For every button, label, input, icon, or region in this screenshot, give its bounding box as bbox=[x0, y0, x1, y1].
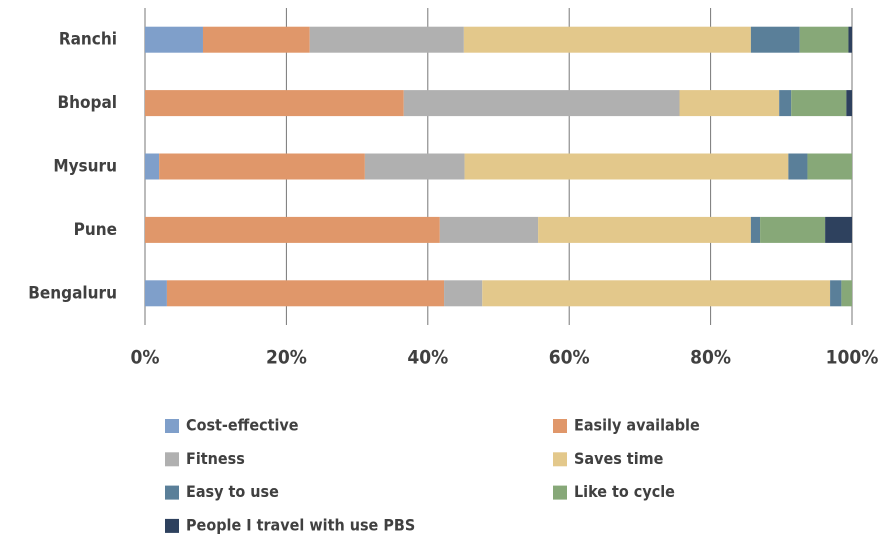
legend-swatch bbox=[165, 452, 179, 467]
legend-swatch bbox=[165, 485, 179, 500]
legend-label: People I travel with use PBS bbox=[186, 515, 415, 534]
y-tick-label: Ranchi bbox=[59, 30, 117, 50]
legend-swatch bbox=[553, 485, 567, 500]
x-tick-label: 40% bbox=[407, 347, 448, 369]
bar-segment bbox=[760, 216, 826, 243]
legend-label: Saves time bbox=[574, 449, 664, 468]
bar-segment bbox=[145, 26, 203, 53]
bar-segment bbox=[791, 90, 847, 117]
bar-segment bbox=[403, 90, 680, 117]
bar-segment bbox=[538, 216, 751, 243]
x-tick-label: 100% bbox=[826, 347, 879, 369]
bar-segment bbox=[779, 90, 792, 117]
legend-swatch bbox=[165, 518, 179, 533]
y-tick-label: Pune bbox=[74, 220, 117, 240]
bar-segment bbox=[202, 26, 310, 53]
bar-segment bbox=[444, 280, 483, 307]
bar-segment bbox=[309, 26, 464, 53]
x-tick-label: 0% bbox=[130, 347, 159, 369]
bar-segment bbox=[679, 90, 780, 117]
bar-segment bbox=[807, 153, 852, 180]
x-tick-label: 20% bbox=[266, 347, 307, 369]
bar-segment bbox=[482, 280, 831, 307]
y-tick-label: Bhopal bbox=[57, 93, 117, 113]
bar-segment bbox=[439, 216, 539, 243]
bar-segment bbox=[463, 26, 751, 53]
bar-segment bbox=[159, 153, 365, 180]
bar-segment bbox=[145, 216, 440, 243]
bar-segment bbox=[750, 216, 761, 243]
bar-segment bbox=[830, 280, 842, 307]
legend-swatch bbox=[553, 452, 567, 467]
bar-segment bbox=[825, 216, 852, 243]
legend-label: Easily available bbox=[574, 416, 700, 435]
legend-swatch bbox=[165, 419, 179, 433]
legend-label: Like to cycle bbox=[574, 482, 675, 501]
bar-segment bbox=[364, 153, 465, 180]
bar-segment bbox=[799, 26, 849, 53]
x-tick-label: 60% bbox=[549, 347, 590, 369]
x-tick-label: 80% bbox=[690, 347, 731, 369]
bar-segment bbox=[848, 26, 852, 53]
legend-label: Fitness bbox=[186, 449, 245, 468]
bar-segment bbox=[846, 90, 852, 117]
bar-segment bbox=[841, 280, 852, 307]
bar-segment bbox=[166, 280, 445, 307]
bar-segment bbox=[145, 280, 167, 307]
legend-swatch bbox=[553, 419, 567, 433]
y-tick-label: Bengaluru bbox=[28, 283, 117, 303]
bar-segment bbox=[788, 153, 808, 180]
bar-segment bbox=[145, 153, 160, 180]
y-tick-label: Mysuru bbox=[53, 157, 117, 177]
bar-segment bbox=[145, 90, 404, 117]
bar-segment bbox=[464, 153, 789, 180]
legend-label: Cost-effective bbox=[186, 416, 299, 435]
legend-label: Easy to use bbox=[186, 482, 279, 501]
bar-segment bbox=[750, 26, 800, 53]
